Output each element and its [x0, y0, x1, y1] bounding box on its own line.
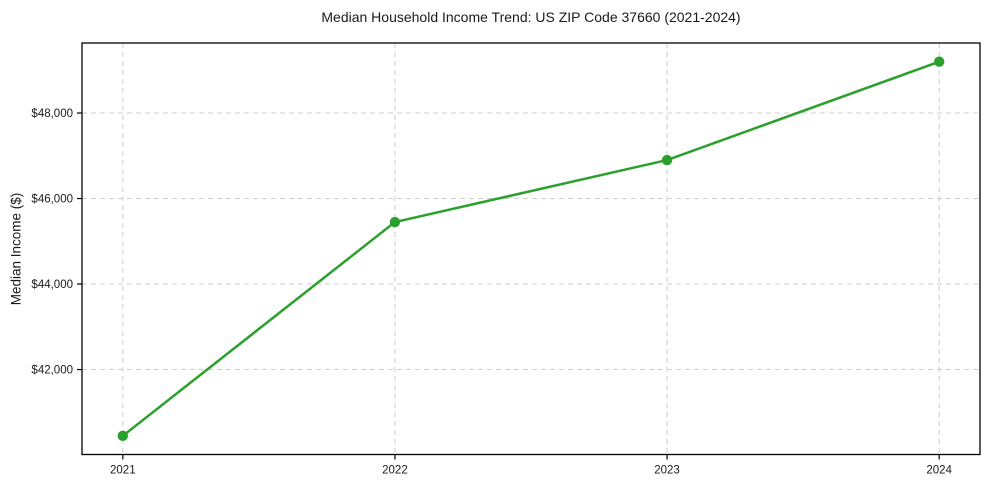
chart-title: Median Household Income Trend: US ZIP Co…	[321, 9, 741, 25]
x-tick-label: 2023	[654, 465, 680, 477]
y-tick-label: $48,000	[31, 108, 73, 120]
data-point	[117, 430, 129, 442]
data-point	[933, 56, 945, 67]
x-tick-label: 2022	[382, 465, 408, 477]
x-tick-label: 2024	[926, 465, 952, 477]
y-tick-label: $46,000	[31, 194, 73, 206]
y-tick-label: $42,000	[31, 365, 73, 377]
trend-line	[122, 60, 940, 437]
x-tick-label: 2021	[110, 465, 136, 477]
plot-border	[81, 42, 981, 456]
y-tick-label: $44,000	[31, 279, 73, 291]
data-point	[661, 154, 673, 166]
data-point	[389, 216, 401, 228]
